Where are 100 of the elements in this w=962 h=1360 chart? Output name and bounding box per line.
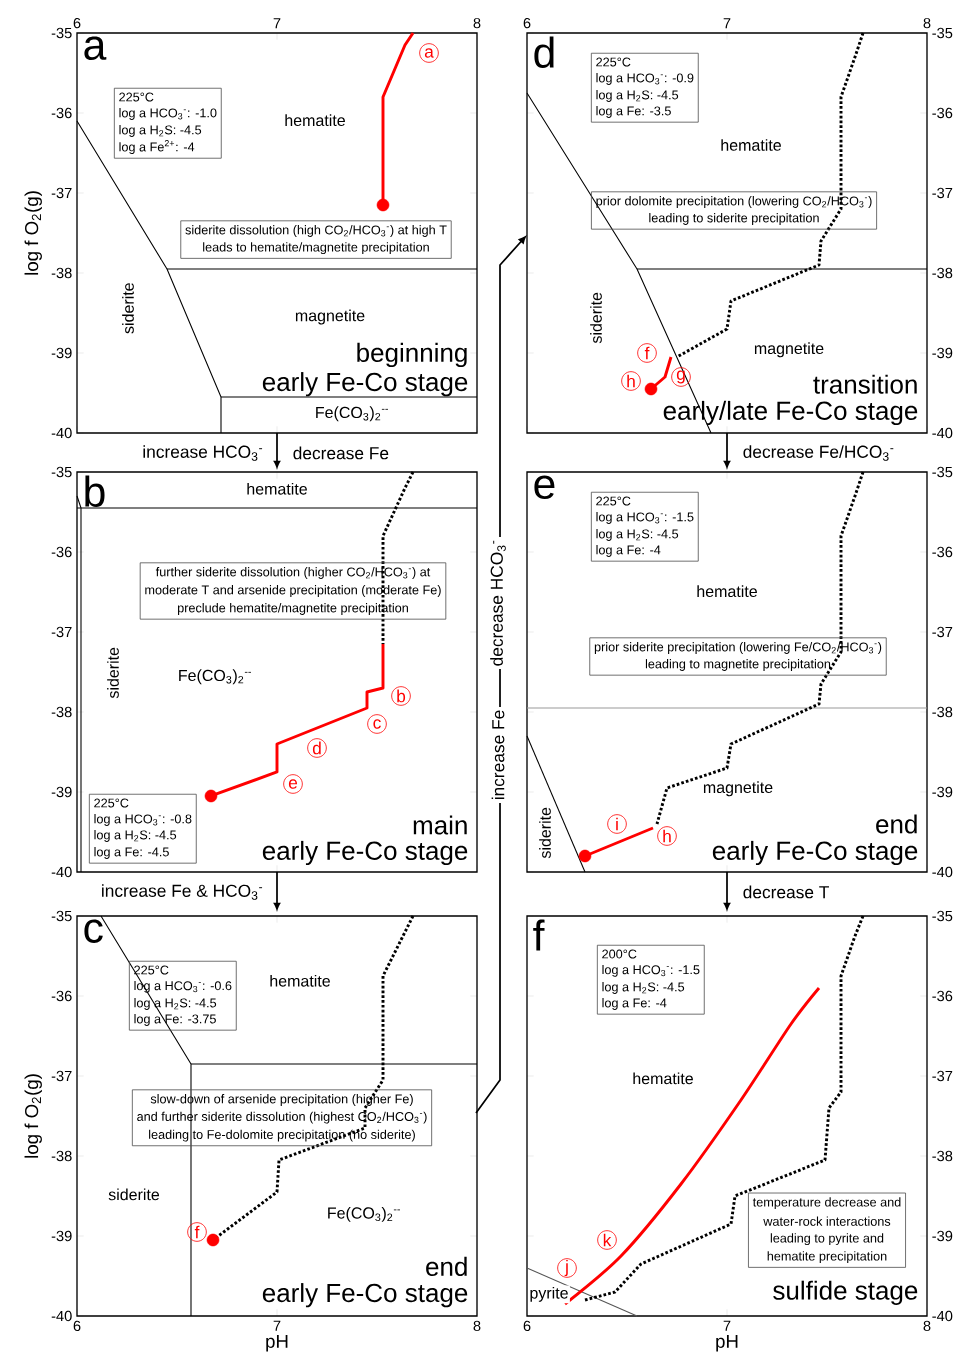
- y-tick-label: -39: [51, 1230, 72, 1242]
- data-label: g: [676, 370, 685, 384]
- annotation: early Fe-Co stage: [262, 840, 468, 866]
- annotation: siderite: [122, 283, 134, 334]
- annotation: log a HCO$_{3}$$^{-}$: -1.5: [596, 512, 694, 524]
- x-axis-title: pH: [266, 1334, 288, 1352]
- annotation: hematite: [697, 585, 757, 598]
- y-tick-label: -37: [51, 1070, 72, 1082]
- text: decrease Fe: [293, 446, 389, 460]
- x-tick-label: 7: [723, 18, 731, 29]
- y-tick-label: -36: [932, 990, 953, 1002]
- annotation: main: [413, 815, 467, 835]
- y-tick-label: -35: [51, 27, 72, 39]
- y-tick-label: -37: [932, 626, 953, 638]
- x-tick-label: 6: [73, 17, 81, 29]
- annotation: siderite: [539, 807, 551, 859]
- chart-title: e: [534, 475, 555, 499]
- data-label: d: [312, 741, 321, 755]
- text: decrease T: [743, 885, 829, 899]
- data-label: k: [603, 1233, 612, 1247]
- annotation: Fe(CO$_{3}$)$_{2}$--: [328, 1206, 400, 1222]
- text: increase Fe: [491, 710, 505, 800]
- y-tick-label: -35: [51, 910, 72, 922]
- annotation: 225°C: [94, 798, 129, 808]
- annotation: log a H$_{2}$S: -4.5: [134, 998, 217, 1010]
- annotation: log a H$_{2}$S: -4.5: [596, 90, 679, 102]
- annotation: log a Fe: -4: [602, 998, 667, 1010]
- annotation: hematite: [721, 139, 781, 151]
- annotation: end: [426, 1256, 467, 1276]
- annotation: log a HCO$_{3}$$^{-}$: -0.8: [94, 814, 192, 826]
- data-label: b: [397, 689, 406, 703]
- annotation: hematite: [247, 482, 307, 495]
- y-tick-label: -39: [932, 1230, 953, 1242]
- y-tick-label: -38: [932, 706, 953, 718]
- y-tick-label: -35: [932, 27, 953, 39]
- annotation: magnetite: [295, 309, 365, 325]
- annotation: further siderite dissolution (higher CO$_{2}$/HCO$_{3}$$^{-}$) at: [155, 567, 431, 579]
- y-tick-label: -36: [932, 546, 953, 558]
- y-tick-label: -40: [932, 427, 953, 439]
- annotation: hematite precipitation: [767, 1251, 887, 1264]
- y-tick-label: -38: [51, 706, 72, 718]
- annotation: log a HCO$_{3}$$^{-}$: -0.9: [596, 73, 694, 85]
- y-tick-label: -39: [932, 347, 953, 359]
- data-label: e: [288, 779, 298, 789]
- chart-title: b: [85, 475, 105, 507]
- annotation: temperature decrease and: [752, 1197, 901, 1210]
- annotation: 225°C: [596, 57, 631, 67]
- x-tick-label: 6: [73, 1320, 81, 1332]
- chart-title: a: [84, 36, 107, 60]
- annotation: log a Fe: -3.75: [134, 1014, 216, 1026]
- annotation: Fe(CO$_{3}$)$_{2}$--: [179, 669, 251, 685]
- data-label: j: [564, 1259, 568, 1277]
- chart-title: c: [84, 919, 103, 943]
- x-tick-label: 6: [523, 1320, 531, 1332]
- x-axis-title: pH: [716, 1334, 738, 1352]
- y-tick-label: -36: [932, 107, 953, 119]
- annotation: log a HCO$_{3}$$^{-}$: -1.0: [119, 108, 217, 120]
- annotation: log a Fe: -4: [596, 545, 661, 557]
- y-tick-label: -39: [51, 347, 72, 359]
- annotation: early Fe-Co stage: [262, 372, 468, 397]
- annotation: magnetite: [754, 342, 824, 358]
- y-tick-label: -35: [932, 466, 953, 478]
- annotation: and further siderite dissolution (highest CO$_{2}$/HCO$_{3}$$^{-}$): [137, 1111, 427, 1124]
- annotation: siderite dissolution (high CO$_{2}$/HCO$_{3}$$^{-}$) at high T: [185, 225, 447, 237]
- annotation: log a Fe$^{2+}$: -4: [119, 140, 195, 154]
- text: decrease Fe/HCO$_{3}$-: [743, 445, 894, 461]
- data-label: f: [194, 1225, 200, 1239]
- annotation: log a H$_{2}$S: -4.5: [596, 529, 679, 541]
- annotation: log a Fe: -3.5: [596, 106, 671, 118]
- y-tick-label: -38: [51, 267, 72, 279]
- annotation: leading to Fe-dolomite precipitation (no siderite): [149, 1129, 415, 1142]
- annotation: preclude hematite/magnetite precipitation: [177, 603, 408, 615]
- y-tick-label: -39: [932, 786, 953, 798]
- y-tick-label: -40: [51, 866, 72, 878]
- annotation: siderite: [590, 292, 602, 344]
- y-tick-label: -35: [932, 910, 953, 922]
- x-tick-label: 7: [723, 1320, 731, 1331]
- annotation: moderate T and arsenide precipitation (moderate Fe): [145, 585, 441, 597]
- y-axis-title: log f O$_{2}$(g): [24, 191, 42, 275]
- annotation: beginning: [357, 342, 467, 368]
- annotation: 200°C: [602, 949, 637, 959]
- annotation: leads to hematite/magnetite precipitation: [203, 242, 429, 255]
- annotation: log a H$_{2}$S: -4.5: [602, 982, 685, 994]
- y-tick-label: -38: [932, 267, 953, 279]
- annotation: slow-down of arsenide precipitation (higher Fe): [150, 1094, 413, 1106]
- x-tick-label: 8: [923, 17, 931, 29]
- text: increase Fe & HCO$_{3}$-: [102, 884, 263, 900]
- annotation: magnetite: [703, 781, 773, 797]
- x-tick-label: 6: [523, 17, 531, 29]
- data-label: h: [663, 829, 671, 843]
- y-axis-title: log f O$_{2}$(g): [24, 1074, 42, 1158]
- annotation: leading to magnetite precipitation: [645, 659, 831, 671]
- y-tick-label: -40: [51, 427, 72, 439]
- y-tick-label: -40: [932, 866, 953, 878]
- y-tick-label: -37: [51, 626, 72, 638]
- annotation: water-rock interactions: [763, 1216, 891, 1226]
- data-label: i: [616, 817, 618, 831]
- x-tick-label: 7: [273, 18, 281, 29]
- annotation: siderite: [108, 1188, 160, 1201]
- annotation: transition: [813, 374, 917, 394]
